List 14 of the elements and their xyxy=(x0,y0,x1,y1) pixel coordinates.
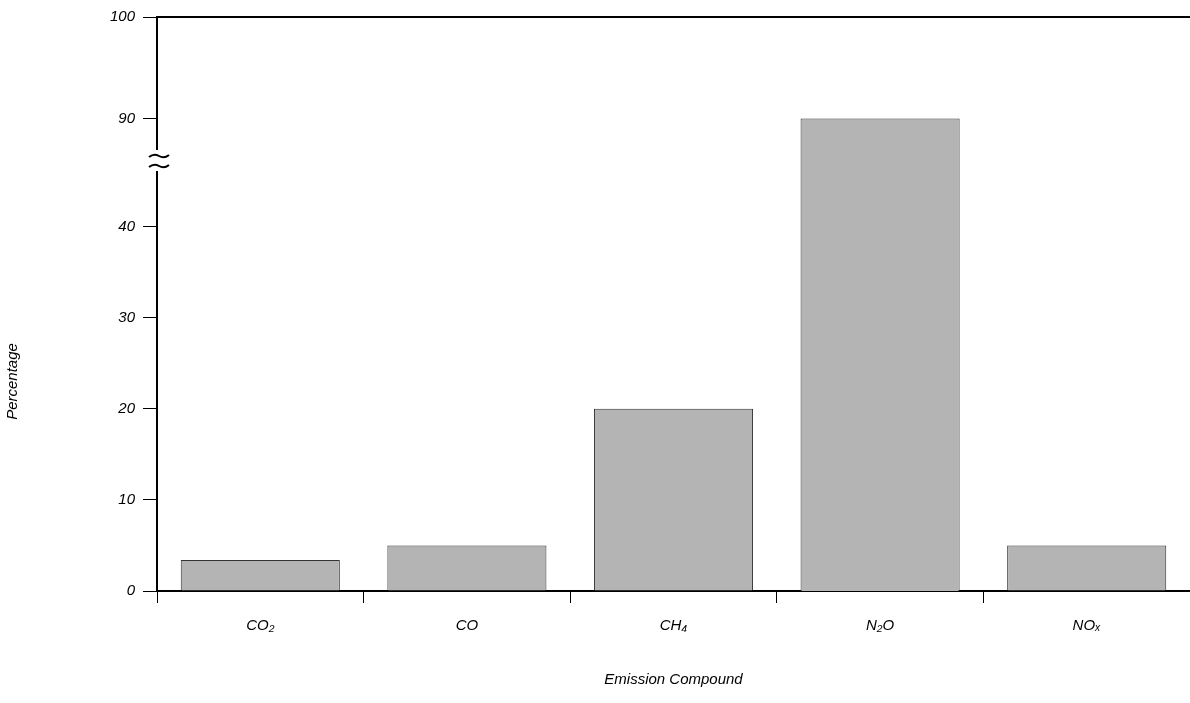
x-tick-label: N₂O xyxy=(865,616,895,634)
y-tick-label: 30 xyxy=(118,307,136,325)
x-axis-title: Emission Compound xyxy=(604,670,744,688)
y-tick-label: 20 xyxy=(117,399,136,416)
x-tick-label: NOₓ xyxy=(1072,616,1102,634)
y-tick-label: 40 xyxy=(118,216,136,234)
y-tick-label: 100 xyxy=(109,7,136,25)
y-tick-label: 0 xyxy=(126,581,136,599)
x-tick-label: CO₂ xyxy=(246,616,275,634)
x-tick-label: CO xyxy=(455,616,479,634)
y-tick-label: 90 xyxy=(118,108,136,126)
x-tick-label: CH₄ xyxy=(659,616,688,634)
y-axis-title: Percentage xyxy=(3,343,21,420)
y-tick-label: 10 xyxy=(118,490,136,508)
